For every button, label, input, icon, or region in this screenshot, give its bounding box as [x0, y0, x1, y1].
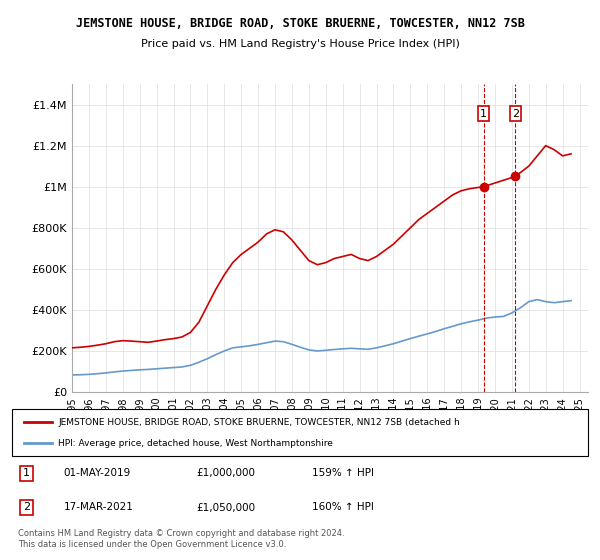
- Text: 160% ↑ HPI: 160% ↑ HPI: [311, 502, 373, 512]
- Text: 01-MAY-2019: 01-MAY-2019: [64, 468, 131, 478]
- Text: JEMSTONE HOUSE, BRIDGE ROAD, STOKE BRUERNE, TOWCESTER, NN12 7SB (detached h: JEMSTONE HOUSE, BRIDGE ROAD, STOKE BRUER…: [58, 418, 460, 427]
- Text: HPI: Average price, detached house, West Northamptonshire: HPI: Average price, detached house, West…: [58, 438, 333, 447]
- Text: 159% ↑ HPI: 159% ↑ HPI: [311, 468, 374, 478]
- Text: £1,000,000: £1,000,000: [196, 468, 256, 478]
- Text: 1: 1: [23, 468, 30, 478]
- Text: JEMSTONE HOUSE, BRIDGE ROAD, STOKE BRUERNE, TOWCESTER, NN12 7SB: JEMSTONE HOUSE, BRIDGE ROAD, STOKE BRUER…: [76, 17, 524, 30]
- Text: 2: 2: [23, 502, 30, 512]
- Text: 17-MAR-2021: 17-MAR-2021: [64, 502, 134, 512]
- Text: Contains HM Land Registry data © Crown copyright and database right 2024.
This d: Contains HM Land Registry data © Crown c…: [18, 529, 344, 549]
- Text: 2: 2: [512, 109, 519, 119]
- Text: Price paid vs. HM Land Registry's House Price Index (HPI): Price paid vs. HM Land Registry's House …: [140, 39, 460, 49]
- Text: 1: 1: [480, 109, 487, 119]
- FancyBboxPatch shape: [12, 409, 588, 456]
- Text: £1,050,000: £1,050,000: [196, 502, 256, 512]
